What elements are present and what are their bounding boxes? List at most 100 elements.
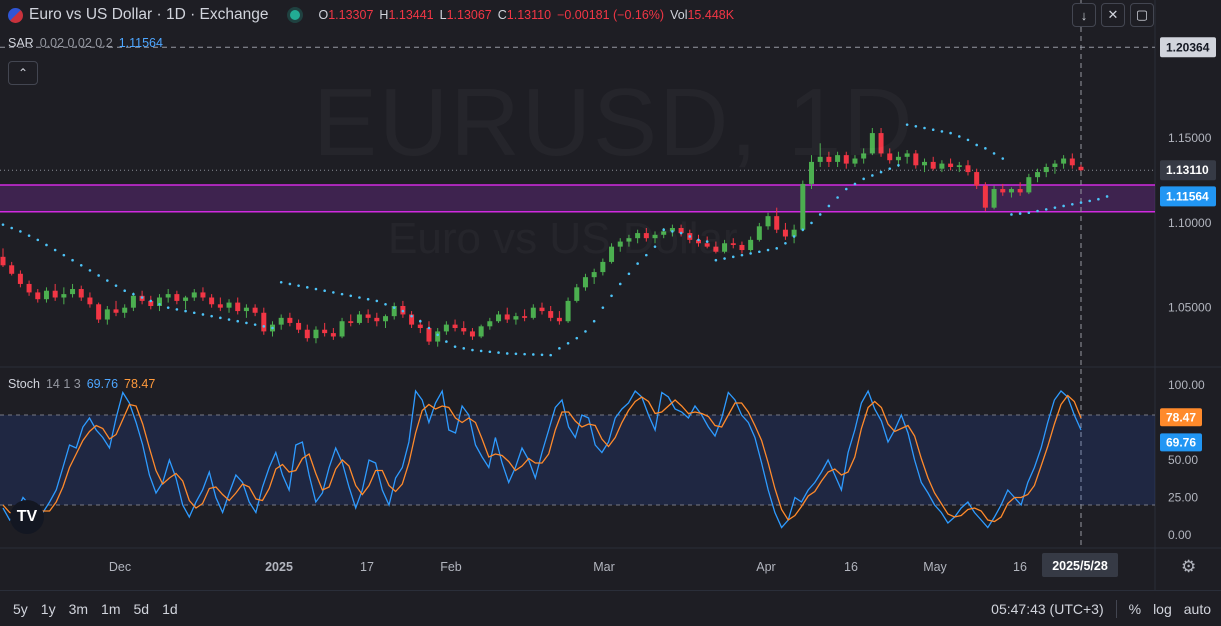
candle-body[interactable] — [652, 234, 658, 239]
candle-body[interactable] — [435, 331, 441, 342]
candle-body[interactable] — [17, 273, 23, 284]
candle-body[interactable] — [791, 229, 797, 237]
candle-body[interactable] — [304, 329, 310, 339]
candle-body[interactable] — [713, 246, 719, 252]
candle-body[interactable] — [1043, 166, 1049, 173]
candle-body[interactable] — [452, 324, 458, 329]
candle-body[interactable] — [348, 321, 354, 323]
candle-body[interactable] — [235, 302, 241, 312]
candle-body[interactable] — [556, 317, 562, 322]
candle-body[interactable] — [43, 290, 49, 300]
candle-body[interactable] — [843, 155, 849, 164]
candle-body[interactable] — [96, 304, 102, 320]
range-5d[interactable]: 5d — [133, 600, 150, 617]
candle-body[interactable] — [487, 321, 493, 327]
candle-body[interactable] — [878, 133, 884, 154]
candle-body[interactable] — [861, 153, 867, 159]
candle-body[interactable] — [383, 316, 389, 322]
candle-body[interactable] — [191, 292, 197, 298]
candle-body[interactable] — [765, 216, 771, 227]
candle-body[interactable] — [991, 189, 997, 208]
candle-body[interactable] — [165, 294, 171, 298]
candle-body[interactable] — [113, 309, 119, 313]
candle-body[interactable] — [226, 302, 232, 308]
candle-body[interactable] — [730, 243, 736, 245]
range-1d[interactable]: 1d — [162, 600, 178, 617]
candle-body[interactable] — [35, 292, 41, 300]
candle-body[interactable] — [374, 317, 380, 322]
candle-body[interactable] — [1026, 177, 1032, 193]
candle-body[interactable] — [130, 295, 136, 308]
candle-body[interactable] — [1035, 172, 1041, 178]
candle-body[interactable] — [478, 326, 484, 337]
candle-body[interactable] — [669, 228, 675, 232]
candle-body[interactable] — [530, 307, 536, 318]
candle-body[interactable] — [217, 304, 223, 308]
candle-body[interactable] — [704, 243, 710, 247]
range-3m[interactable]: 3m — [68, 600, 89, 617]
candle-body[interactable] — [722, 243, 728, 252]
candle-body[interactable] — [643, 233, 649, 239]
candle-body[interactable] — [183, 297, 189, 301]
candle-body[interactable] — [287, 317, 293, 323]
candle-body[interactable] — [0, 256, 6, 266]
candle-body[interactable] — [9, 265, 15, 274]
candle-body[interactable] — [104, 309, 110, 320]
candle-body[interactable] — [409, 314, 415, 325]
candle-body[interactable] — [278, 317, 284, 325]
range-1y[interactable]: 1y — [40, 600, 56, 617]
stoch-legend[interactable]: Stoch 14 1 3 69.76 78.47 — [8, 377, 155, 391]
candle-body[interactable] — [922, 161, 928, 166]
candle-body[interactable] — [748, 239, 754, 251]
candle-body[interactable] — [869, 133, 875, 154]
candle-body[interactable] — [243, 307, 249, 312]
candle-body[interactable] — [817, 156, 823, 162]
candle-body[interactable] — [1061, 158, 1067, 164]
candle-body[interactable] — [1017, 189, 1023, 193]
candle-body[interactable] — [661, 231, 667, 235]
candle-body[interactable] — [756, 226, 762, 240]
log-toggle[interactable]: log — [1153, 600, 1172, 617]
candle-body[interactable] — [539, 307, 545, 312]
candle-body[interactable] — [52, 290, 58, 298]
candle-body[interactable] — [322, 329, 328, 334]
candle-body[interactable] — [930, 161, 936, 169]
candle-body[interactable] — [461, 328, 467, 332]
clock-time[interactable]: 05:47:43 (UTC+3) — [991, 600, 1104, 617]
percent-toggle[interactable]: % — [1128, 600, 1142, 617]
stoch-d-line[interactable] — [2, 394, 1082, 523]
candle-body[interactable] — [339, 321, 345, 337]
candle-body[interactable] — [417, 324, 423, 329]
fullscreen-icon[interactable]: ▢ — [1130, 3, 1154, 27]
candle-body[interactable] — [174, 294, 180, 301]
chart-canvas[interactable]: 1.15000 1.10000 1.05000 1.20364 1.13110 1.115… — [0, 0, 1221, 590]
candle-body[interactable] — [974, 172, 980, 186]
candle-body[interactable] — [496, 314, 502, 322]
sar-legend[interactable]: SAR 0.02 0.02 0.2 1.11564 — [8, 36, 163, 50]
candle-body[interactable] — [895, 156, 901, 161]
candle-body[interactable] — [904, 153, 910, 157]
candle-body[interactable] — [1000, 189, 1006, 193]
candle-body[interactable] — [261, 312, 267, 332]
candle-body[interactable] — [391, 305, 397, 317]
candle-body[interactable] — [356, 314, 362, 323]
candle-body[interactable] — [582, 277, 588, 288]
candle-body[interactable] — [148, 300, 154, 306]
candle-body[interactable] — [852, 158, 858, 164]
candle-body[interactable] — [209, 297, 215, 305]
candle-body[interactable] — [61, 294, 67, 298]
candle-body[interactable] — [296, 322, 302, 330]
candle-body[interactable] — [313, 329, 319, 339]
candle-body[interactable] — [678, 228, 684, 234]
candle-body[interactable] — [739, 244, 745, 251]
candle-body[interactable] — [122, 307, 128, 313]
candle-body[interactable] — [809, 161, 814, 184]
candle-body[interactable] — [70, 289, 76, 295]
candle-body[interactable] — [565, 300, 571, 322]
candle-body[interactable] — [800, 183, 806, 230]
candle-body[interactable] — [252, 307, 258, 313]
candle-body[interactable] — [782, 229, 788, 237]
candle-body[interactable] — [1052, 163, 1058, 167]
candle-body[interactable] — [26, 283, 32, 293]
candle-body[interactable] — [156, 297, 162, 306]
